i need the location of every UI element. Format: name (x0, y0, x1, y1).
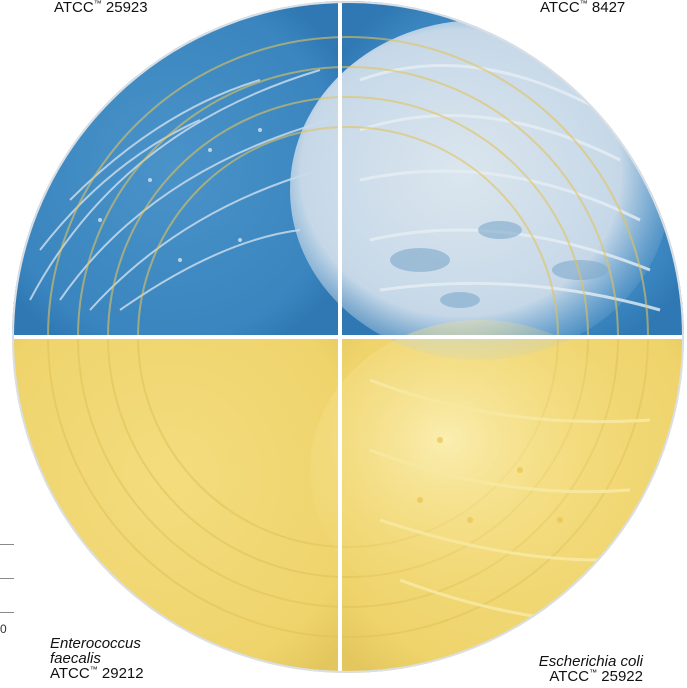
label-bottom-right: Escherichia coli ATCC™ 25922 (539, 654, 643, 684)
atcc-number: 29212 (101, 665, 144, 682)
trademark-symbol: ™ (93, 0, 102, 8)
trademark-symbol: ™ (579, 0, 588, 8)
atcc-prefix: ATCC (549, 668, 590, 685)
species-name-line2: faecalis (50, 650, 101, 667)
species-name: Enterococcus (50, 635, 141, 652)
divider-vertical (338, 1, 342, 673)
atcc-prefix: ATCC (54, 0, 94, 16)
atcc-prefix: ATCC (50, 665, 90, 682)
divider-horizontal (12, 335, 684, 339)
margin-rule (0, 612, 14, 613)
species-name: Escherichia coli (538, 653, 643, 670)
label-bottom-left: Enterococcus faecalis ATCC™ 29212 (50, 636, 144, 681)
label-top-left: ATCC™ 25923 (54, 0, 148, 15)
trademark-symbol: ™ (89, 665, 98, 674)
plate-rim (12, 1, 684, 673)
atcc-number: 25922 (601, 668, 643, 685)
label-top-right: ATCC™ 8427 (540, 0, 625, 15)
margin-digit: 0 (0, 622, 7, 636)
margin-rule (0, 544, 14, 545)
atcc-prefix: ATCC (540, 0, 580, 16)
left-margin-marks: 0 (0, 540, 16, 640)
growth-bottom-right (310, 320, 650, 620)
margin-rule (0, 578, 14, 579)
growth-top-right (290, 20, 670, 360)
trademark-symbol: ™ (589, 668, 598, 677)
atcc-number: 25923 (105, 0, 148, 16)
atcc-number: 8427 (591, 0, 626, 16)
quadrant-top-left (12, 1, 340, 337)
